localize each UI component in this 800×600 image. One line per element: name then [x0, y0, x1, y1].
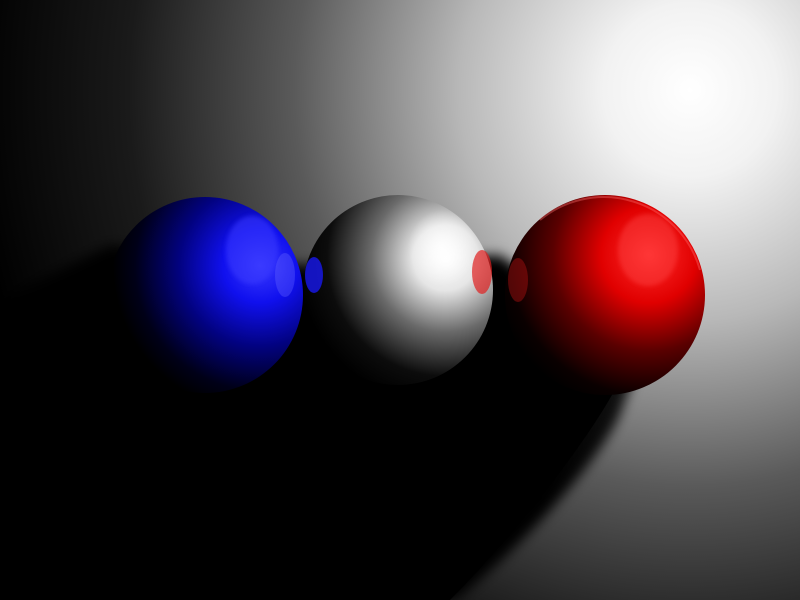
- white-sphere-blue-reflection: [305, 257, 323, 293]
- white-sphere: [303, 195, 493, 385]
- white-sphere-red-reflection: [472, 250, 492, 294]
- red-sphere-reflection: [508, 258, 528, 302]
- blue-sphere: [107, 197, 303, 393]
- blue-sphere-reflection: [275, 253, 295, 297]
- red-sphere: [505, 195, 705, 395]
